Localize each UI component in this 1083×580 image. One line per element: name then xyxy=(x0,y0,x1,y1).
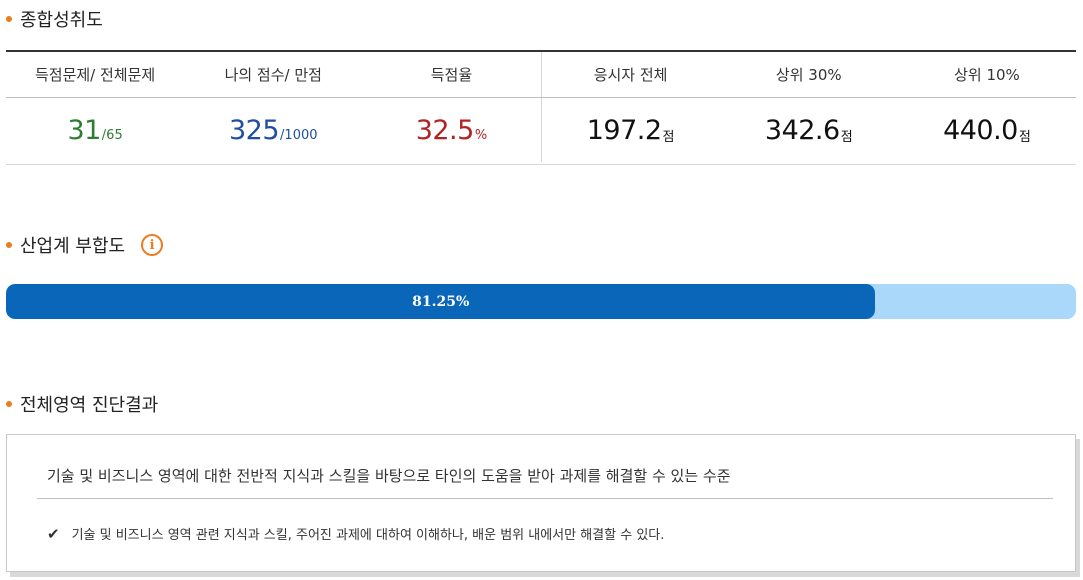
all-avg-unit: 점 xyxy=(662,129,675,145)
score-table-header: 득점문제/ 전체문제 나의 점수/ 만점 득점율 응시자 전체 상위 30% 상… xyxy=(6,52,1076,98)
correct-total: /65 xyxy=(101,127,123,143)
top10-unit: 점 xyxy=(1018,129,1031,145)
score-table: 득점문제/ 전체문제 나의 점수/ 만점 득점율 응시자 전체 상위 30% 상… xyxy=(6,50,1076,165)
top30-score: 342.6 xyxy=(764,114,840,146)
my-score: 325 xyxy=(229,114,280,146)
score-rate-unit: % xyxy=(474,127,488,143)
top30-unit: 점 xyxy=(840,129,853,145)
progress-fill: 81.25% xyxy=(6,284,876,319)
industry-fit-section-title: 산업계 부합도 i xyxy=(6,232,164,258)
value-rate: 32.5% xyxy=(362,98,540,162)
diagnosis-detail-text: 기술 및 비즈니스 영역 관련 지식과 스킬, 주어진 과제에 대하여 이해하나… xyxy=(71,528,665,543)
value-my-score: 325/1000 xyxy=(184,98,362,162)
check-icon: ✔ xyxy=(47,524,60,543)
header-correct: 득점문제/ 전체문제 xyxy=(34,66,156,84)
bullet-icon xyxy=(6,242,12,248)
industry-fit-progress-bar: 81.25% xyxy=(6,284,1076,319)
value-all-avg: 197.2 점 xyxy=(540,98,720,162)
bullet-icon xyxy=(6,401,12,407)
bullet-icon xyxy=(6,16,12,22)
divider xyxy=(37,498,1053,499)
info-icon[interactable]: i xyxy=(141,234,164,256)
max-score: /1000 xyxy=(280,127,318,143)
diagnosis-title-text: 전체영역 진단결과 xyxy=(20,395,159,416)
value-top30: 342.6 점 xyxy=(720,98,898,162)
diagnosis-summary: 기술 및 비즈니스 영역에 대한 전반적 지식과 스킬을 바탕으로 타인의 도움… xyxy=(47,467,731,485)
value-top10: 440.0 점 xyxy=(898,98,1076,162)
overall-title-text: 종합성취도 xyxy=(20,10,103,31)
top10-score: 440.0 xyxy=(943,114,1018,146)
header-my-score: 나의 점수/ 만점 xyxy=(224,66,322,84)
header-top10: 상위 10% xyxy=(954,66,1020,84)
value-correct: 31/65 xyxy=(6,98,184,162)
diagnosis-detail: ✔ 기술 및 비즈니스 영역 관련 지식과 스킬, 주어진 과제에 대하여 이해… xyxy=(47,524,665,544)
all-avg-score: 197.2 xyxy=(586,114,662,146)
header-top30: 상위 30% xyxy=(775,66,842,84)
diagnosis-result-box: 기술 및 비즈니스 영역에 대한 전반적 지식과 스킬을 바탕으로 타인의 도움… xyxy=(6,434,1076,572)
header-all-avg: 응시자 전체 xyxy=(540,52,720,97)
header-rate: 득점율 xyxy=(430,66,473,84)
overall-section-title: 종합성취도 xyxy=(6,6,103,32)
progress-label: 81.25% xyxy=(412,293,470,310)
diagnosis-section-title: 전체영역 진단결과 xyxy=(6,391,158,417)
score-table-values: 31/65 325/1000 32.5% 197.2 점 342.6 점 440.0… xyxy=(6,98,1076,162)
industry-fit-title-text: 산업계 부합도 xyxy=(20,236,126,257)
score-rate: 32.5 xyxy=(415,114,475,146)
correct-count: 31 xyxy=(67,114,101,146)
